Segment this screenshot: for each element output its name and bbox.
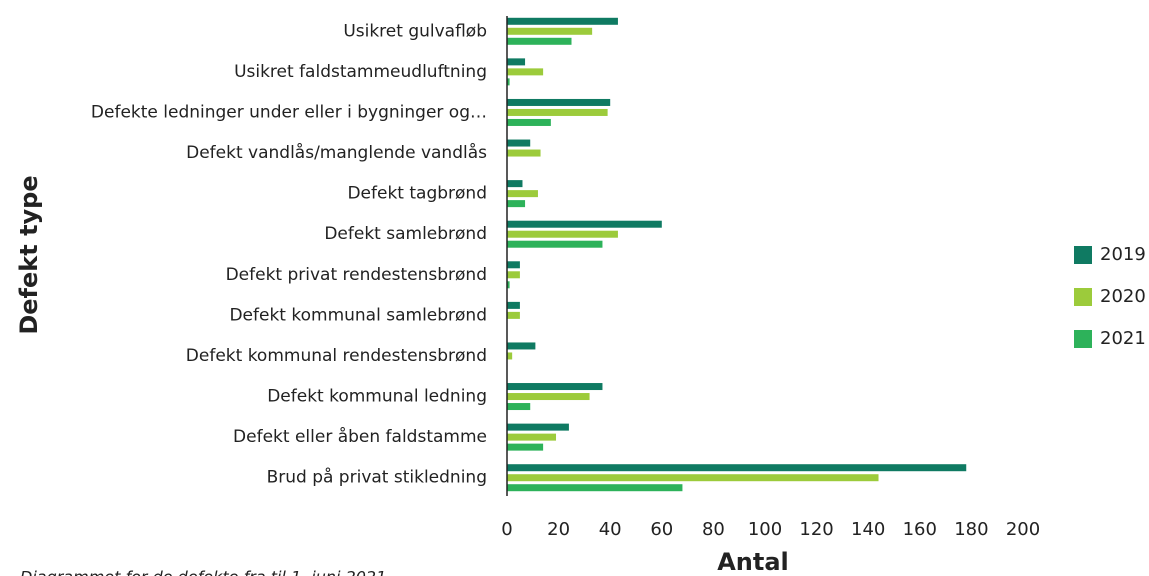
category-label: Defekt kommunal samlebrønd (229, 305, 487, 325)
bar (507, 342, 536, 350)
bar (507, 78, 510, 86)
category-label: Defekt tagbrønd (347, 184, 487, 204)
x-tick-label: 180 (954, 519, 988, 540)
category-label: Usikret gulvafløb (343, 21, 487, 41)
bar (507, 474, 879, 482)
bar (507, 180, 523, 188)
x-tick-label: 60 (650, 519, 673, 540)
category-label: Defekte ledninger under eller i bygninge… (91, 102, 487, 122)
bar (507, 37, 572, 45)
bar (507, 230, 618, 238)
category-label: Usikret faldstammeudluftning (234, 62, 487, 82)
legend-label: 2019 (1100, 244, 1146, 265)
bar (507, 383, 603, 391)
category-label: Defekt vandlås/manglende vandlås (186, 142, 487, 163)
bar (507, 139, 531, 147)
category-label: Defekt privat rendestensbrønd (226, 265, 487, 285)
x-tick-label: 0 (501, 519, 512, 540)
bar (507, 261, 520, 269)
bar (507, 311, 520, 319)
bar (507, 393, 590, 401)
bar (507, 403, 531, 411)
x-tick-label: 20 (547, 519, 570, 540)
x-tick-label: 200 (1006, 519, 1040, 540)
legend-swatch (1074, 288, 1092, 306)
x-tick-label: 40 (599, 519, 622, 540)
bar (507, 423, 569, 431)
bar (507, 149, 541, 157)
bar (507, 190, 538, 198)
category-label: Defekt kommunal rendestensbrønd (186, 346, 487, 366)
bar (507, 108, 608, 116)
category-label: Defekt kommunal ledning (267, 387, 487, 407)
bar (507, 58, 526, 66)
bar (507, 118, 551, 126)
legend-swatch (1074, 246, 1092, 264)
bar (507, 68, 544, 76)
legend-swatch (1074, 330, 1092, 348)
bar (507, 240, 603, 248)
bar (507, 464, 967, 472)
bar (507, 200, 526, 208)
category-label: Defekt samlebrønd (324, 224, 487, 244)
y-axis-label: Defekt type (15, 175, 43, 334)
x-tick-label: 100 (748, 519, 782, 540)
x-axis-label: Antal (717, 548, 789, 576)
bar (507, 98, 611, 106)
x-tick-label: 120 (799, 519, 833, 540)
bar (507, 433, 557, 441)
category-label: Defekt eller åben faldstamme (233, 426, 487, 447)
bar (507, 352, 513, 360)
bar (507, 443, 544, 451)
bar (507, 220, 662, 228)
bar (507, 17, 618, 25)
footnote: Diagrammet for de defekte fra til 1. jun… (20, 568, 386, 576)
bar (507, 27, 593, 35)
bar (507, 484, 683, 492)
x-tick-label: 140 (851, 519, 885, 540)
bar (507, 301, 520, 309)
x-tick-label: 80 (702, 519, 725, 540)
legend-label: 2020 (1100, 286, 1146, 307)
legend-label: 2021 (1100, 328, 1146, 349)
x-tick-label: 160 (903, 519, 937, 540)
bar (507, 271, 520, 279)
category-label: Brud på privat stikledning (267, 467, 487, 488)
bar (507, 281, 510, 289)
